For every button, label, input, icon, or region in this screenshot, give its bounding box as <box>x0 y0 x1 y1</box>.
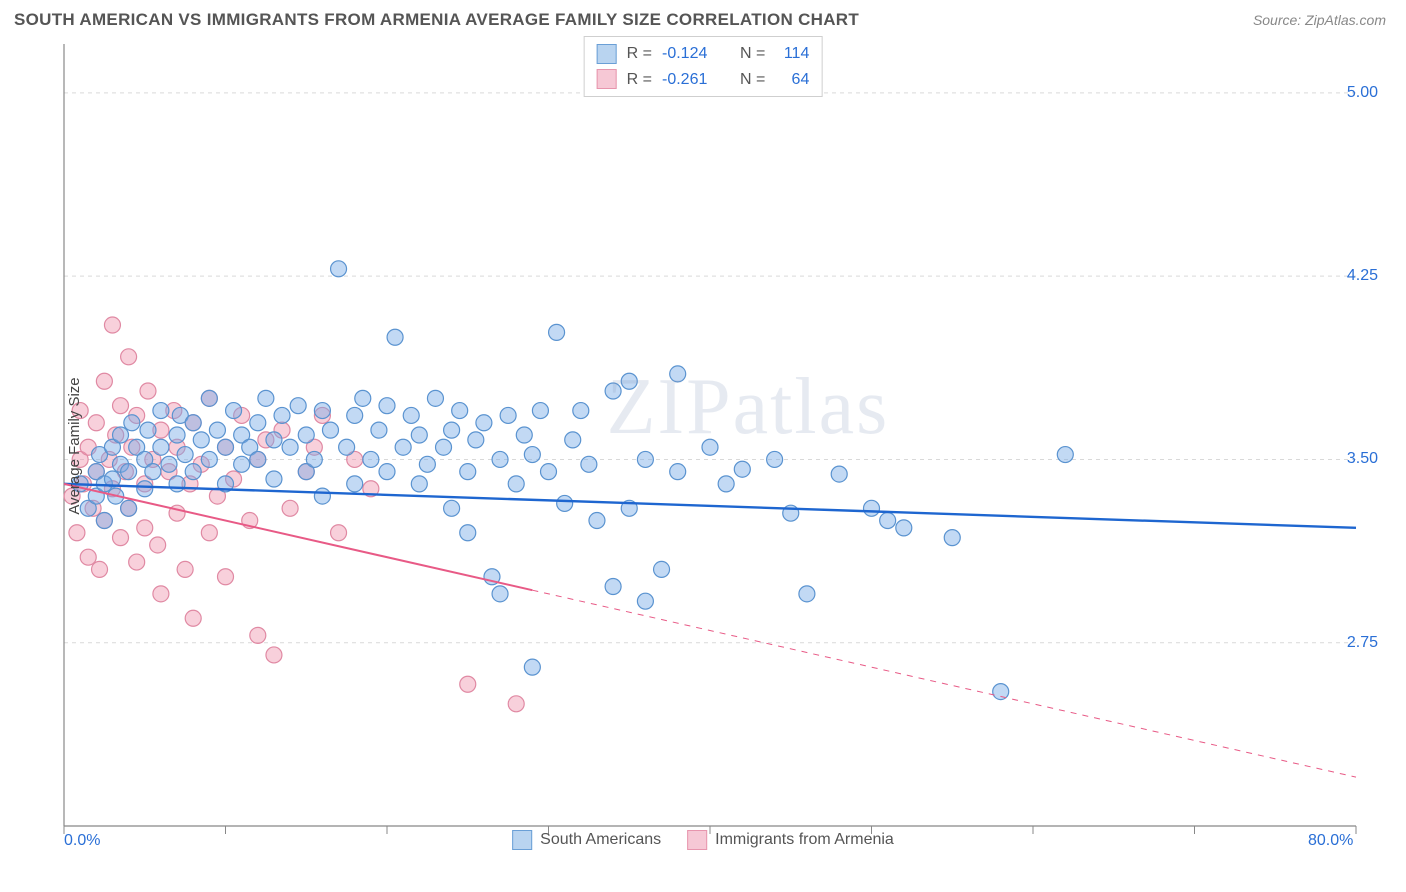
n-value: 64 <box>775 67 809 93</box>
series-swatch-icon <box>687 830 707 850</box>
legend-label: South Americans <box>540 831 661 849</box>
correlation-stats-box: R = -0.124 N = 114 R = -0.261 N = 64 <box>584 36 823 97</box>
r-label: R = <box>627 67 652 93</box>
r-value: -0.124 <box>662 41 722 67</box>
series-swatch-icon <box>597 44 617 64</box>
x-axis-max-label: 80.0% <box>1308 832 1353 850</box>
n-value: 114 <box>775 41 809 67</box>
scatter-plot-svg <box>14 36 1374 856</box>
correlation-row: R = -0.124 N = 114 <box>597 41 810 67</box>
chart-area: Average Family Size ZIPatlas R = -0.124 … <box>14 36 1392 856</box>
legend-label: Immigrants from Armenia <box>715 831 894 849</box>
correlation-row: R = -0.261 N = 64 <box>597 67 810 93</box>
n-label: N = <box>740 67 765 93</box>
y-axis-label: Average Family Size <box>66 377 83 514</box>
series-swatch-icon <box>512 830 532 850</box>
series-swatch-icon <box>597 69 617 89</box>
y-axis-tick-label: 2.75 <box>1347 634 1378 652</box>
legend: South Americans Immigrants from Armenia <box>512 830 894 850</box>
n-label: N = <box>740 41 765 67</box>
chart-title: SOUTH AMERICAN VS IMMIGRANTS FROM ARMENI… <box>14 10 859 30</box>
y-axis-tick-label: 3.50 <box>1347 450 1378 468</box>
legend-item: Immigrants from Armenia <box>687 830 894 850</box>
r-value: -0.261 <box>662 67 722 93</box>
y-axis-tick-label: 5.00 <box>1347 84 1378 102</box>
legend-item: South Americans <box>512 830 661 850</box>
r-label: R = <box>627 41 652 67</box>
y-axis-tick-label: 4.25 <box>1347 267 1378 285</box>
source-attribution: Source: ZipAtlas.com <box>1253 12 1386 28</box>
x-axis-min-label: 0.0% <box>64 832 100 850</box>
